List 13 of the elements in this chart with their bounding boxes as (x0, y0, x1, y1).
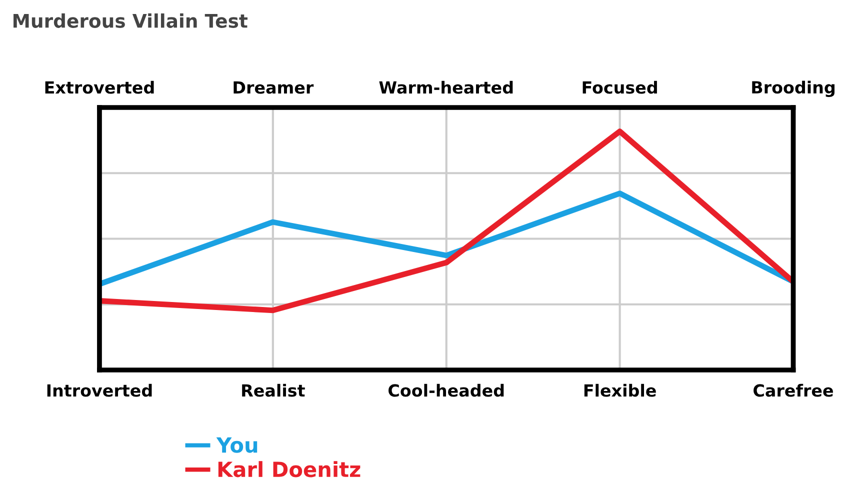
text: Brooding (752, 80, 834, 97)
chart-title: Murderous Villain Test (14, 13, 248, 28)
text: Warm-hearted (379, 80, 513, 94)
text: Extroverted (45, 80, 154, 94)
legend-label: Karl Doenitz (218, 461, 360, 478)
x-tick-label: Flexible (584, 384, 656, 397)
x-tick-label: Realist (242, 384, 305, 397)
x-tick-label: Carefree (754, 384, 833, 397)
text: Focused (582, 80, 657, 94)
x-tick-label: Introverted (47, 384, 152, 397)
legend-label: You (216, 437, 258, 453)
text: Dreamer (234, 81, 314, 94)
x-tick-label: Cool-headed (388, 384, 504, 397)
